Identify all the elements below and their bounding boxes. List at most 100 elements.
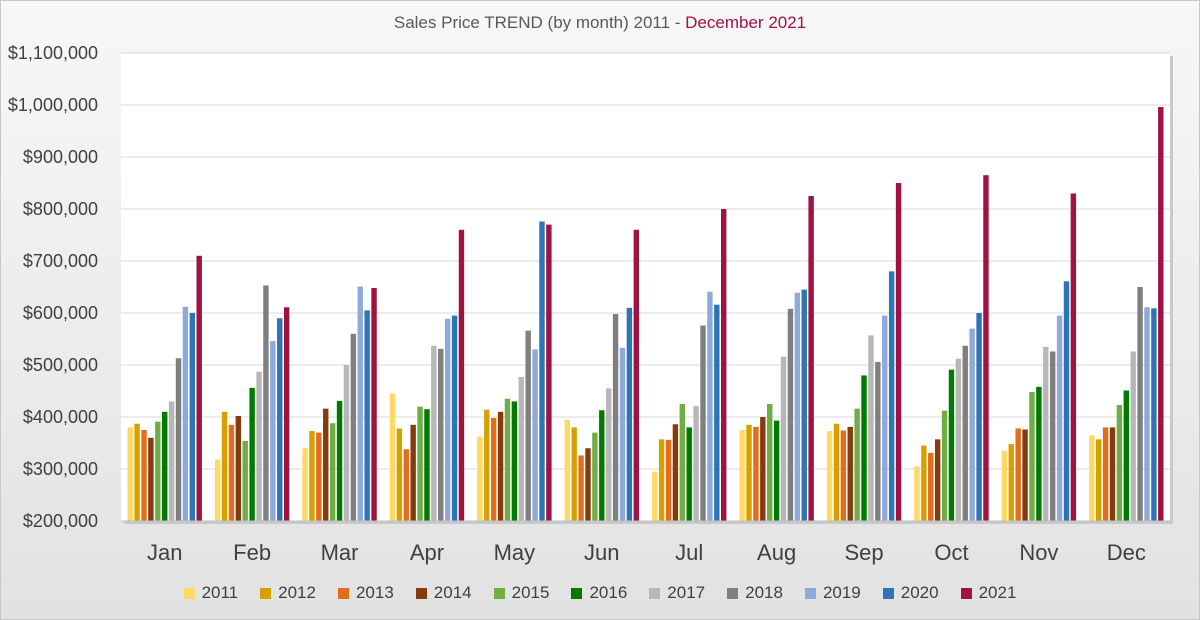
x-tick-label: May — [494, 540, 536, 565]
bar-2013-feb — [228, 424, 235, 521]
x-tick-label: Jan — [147, 540, 182, 565]
bar-2015-jun — [592, 432, 598, 521]
bar-2018-oct — [962, 345, 968, 521]
bar-2018-apr — [438, 348, 444, 521]
bar-2017-may — [518, 376, 524, 521]
bar-2012-may — [484, 409, 490, 521]
legend-swatch — [960, 587, 972, 599]
bar-2011-dec — [1089, 435, 1095, 521]
chart-title: Sales Price TREND (by month) 2011 - Dece… — [0, 13, 1200, 33]
bar-2021-jun — [633, 229, 639, 522]
bar-2013-sep — [840, 430, 847, 521]
bar-2014-jun — [585, 448, 591, 521]
bar-2014-oct — [934, 439, 941, 521]
bar-2016-dec — [1123, 390, 1129, 521]
bar-2019-jul — [707, 291, 713, 521]
bar-2012-feb — [221, 411, 228, 521]
bar-2013-jan — [141, 430, 147, 521]
chart-legend: 2011 2012 2013 2014 2015 2016 2017 2018 2019 2020… — [0, 583, 1200, 603]
bar-2016-jan — [162, 411, 168, 521]
bar-2015-apr — [417, 406, 423, 521]
bar-2011-oct — [914, 466, 920, 521]
legend-item-2018: 2018 — [727, 583, 783, 603]
bar-2013-oct — [928, 452, 934, 521]
bar-2020-jun — [626, 307, 633, 521]
bar-2013-jul — [665, 439, 672, 521]
bar-2016-jul — [686, 427, 692, 521]
y-tick-label: $700,000 — [23, 251, 98, 271]
bar-2018-nov — [1049, 351, 1056, 521]
bar-2011-aug — [739, 430, 745, 521]
bar-2016-apr — [424, 409, 430, 521]
bar-2012-apr — [396, 428, 403, 521]
legend-swatch — [804, 587, 816, 599]
legend-label: 2016 — [589, 583, 628, 602]
bar-2020-oct — [976, 313, 982, 521]
bar-2016-aug — [773, 420, 780, 521]
bar-2018-aug — [787, 308, 794, 521]
legend-item-2013: 2013 — [337, 583, 394, 603]
bar-2021-sep — [895, 183, 902, 521]
legend-label: 2014 — [433, 583, 472, 602]
bar-2020-may — [539, 221, 545, 522]
bar-2019-oct — [969, 328, 975, 521]
bar-2018-may — [525, 330, 531, 521]
bar-2011-apr — [389, 393, 396, 521]
legend-item-2012: 2012 — [260, 583, 316, 603]
legend-label: 2015 — [511, 583, 550, 602]
bar-2019-sep — [882, 315, 888, 521]
bar-2015-sep — [854, 408, 860, 521]
legend-swatch — [493, 587, 505, 599]
legend-label: 2019 — [822, 583, 861, 602]
legend-item-2017: 2017 — [649, 583, 705, 603]
bar-2021-apr — [458, 229, 465, 522]
bar-2021-oct — [983, 175, 989, 521]
bar-2016-oct — [948, 369, 955, 521]
bar-2012-aug — [746, 424, 752, 521]
bar-2021-feb — [283, 307, 290, 521]
chart-title-highlight: December 2021 — [685, 13, 807, 32]
bar-2017-jun — [605, 388, 612, 521]
bar-2014-sep — [847, 426, 853, 521]
legend-item-2014: 2014 — [415, 583, 472, 603]
bar-2020-apr — [451, 315, 458, 521]
bar-2011-may — [477, 436, 483, 521]
legend-swatch — [337, 587, 349, 599]
legend-label: 2020 — [900, 583, 939, 602]
legend-item-2019: 2019 — [804, 583, 861, 603]
bar-2018-mar — [350, 333, 357, 521]
bar-2016-mar — [336, 400, 343, 521]
legend-item-2020: 2020 — [882, 583, 939, 603]
bar-2015-aug — [767, 404, 773, 521]
legend-label: 2012 — [278, 583, 316, 602]
bar-2013-mar — [316, 432, 322, 521]
y-tick-label: $1,000,000 — [8, 95, 98, 115]
bar-2014-feb — [235, 415, 242, 521]
bar-2015-nov — [1029, 392, 1035, 521]
bar-2019-jun — [619, 347, 626, 521]
bar-2021-jul — [721, 209, 727, 521]
bar-2019-nov — [1056, 315, 1063, 521]
bar-2016-nov — [1036, 386, 1042, 521]
legend-item-2021: 2021 — [960, 583, 1016, 603]
bar-2013-aug — [753, 426, 759, 521]
y-tick-label: $500,000 — [23, 355, 98, 375]
bar-2017-jan — [168, 401, 175, 521]
bar-2020-aug — [801, 289, 807, 521]
bar-2012-jan — [134, 423, 140, 521]
bar-2011-mar — [302, 448, 308, 521]
y-tick-label: $300,000 — [23, 459, 98, 479]
bar-2014-jan — [148, 437, 154, 521]
bar-2012-oct — [921, 445, 927, 521]
legend-label: 2018 — [745, 583, 783, 602]
legend-swatch — [260, 587, 272, 599]
x-tick-label: Nov — [1019, 540, 1058, 565]
bar-2017-apr — [431, 345, 437, 521]
bar-2013-may — [490, 418, 497, 521]
bar-2017-nov — [1043, 346, 1049, 521]
bar-2020-feb — [277, 318, 283, 521]
bar-2012-dec — [1095, 439, 1102, 521]
bar-2011-sep — [826, 431, 833, 521]
bar-2014-mar — [323, 408, 329, 521]
bar-2021-nov — [1070, 193, 1077, 521]
